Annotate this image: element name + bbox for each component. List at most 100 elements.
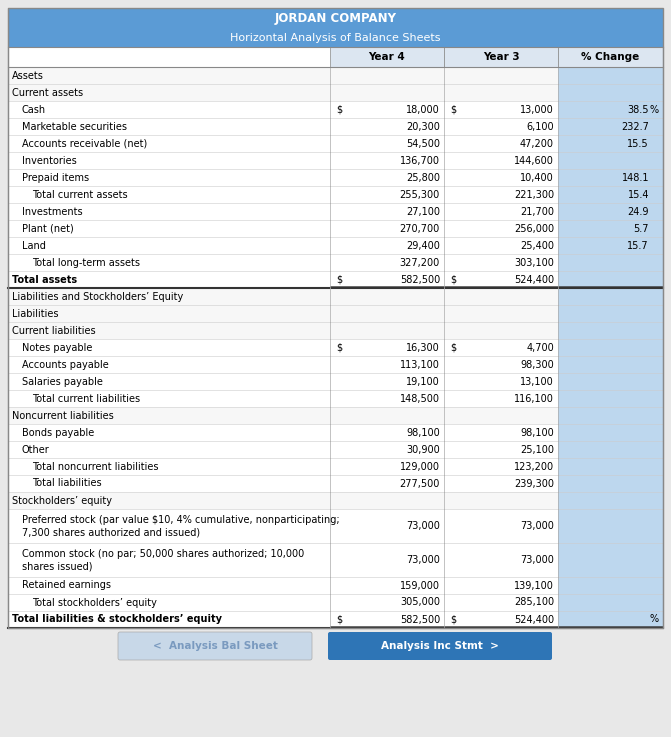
Text: 5.7: 5.7 <box>633 223 649 234</box>
Text: Year 3: Year 3 <box>482 52 519 62</box>
Text: 15.7: 15.7 <box>627 240 649 251</box>
Bar <box>558 424 663 441</box>
Bar <box>8 220 663 237</box>
Bar <box>8 29 663 47</box>
Text: $: $ <box>450 105 456 114</box>
Text: 582,500: 582,500 <box>400 274 440 284</box>
Text: 25,400: 25,400 <box>520 240 554 251</box>
Bar <box>330 47 444 67</box>
Text: $: $ <box>450 615 456 624</box>
Bar <box>8 492 663 509</box>
Bar <box>558 390 663 407</box>
Bar <box>558 186 663 203</box>
Bar <box>8 67 663 84</box>
Bar <box>8 305 663 322</box>
Text: 255,300: 255,300 <box>400 189 440 200</box>
Bar <box>8 288 663 305</box>
Bar <box>558 373 663 390</box>
Text: Prepaid items: Prepaid items <box>22 172 89 183</box>
Bar <box>558 594 663 611</box>
Text: 73,000: 73,000 <box>520 521 554 531</box>
Text: Preferred stock (par value $10, 4% cumulative, nonparticipating;
7,300 shares au: Preferred stock (par value $10, 4% cumul… <box>22 515 340 537</box>
Text: 524,400: 524,400 <box>514 274 554 284</box>
Text: 129,000: 129,000 <box>400 461 440 472</box>
Text: Year 4: Year 4 <box>368 52 405 62</box>
Text: 285,100: 285,100 <box>514 598 554 607</box>
Bar <box>558 543 663 577</box>
Text: Total current liabilities: Total current liabilities <box>32 394 140 403</box>
Text: 148,500: 148,500 <box>400 394 440 403</box>
Text: JORDAN COMPANY: JORDAN COMPANY <box>274 12 397 25</box>
Text: Liabilities: Liabilities <box>12 309 58 318</box>
Text: Land: Land <box>22 240 46 251</box>
Text: Analysis Inc Stmt  >: Analysis Inc Stmt > <box>381 641 499 651</box>
Bar <box>8 8 663 628</box>
Bar <box>8 356 663 373</box>
Text: 73,000: 73,000 <box>406 521 440 531</box>
Text: 16,300: 16,300 <box>406 343 440 352</box>
Bar <box>558 407 663 424</box>
Bar <box>8 152 663 169</box>
Text: Cash: Cash <box>22 105 46 114</box>
Text: 47,200: 47,200 <box>520 139 554 148</box>
Text: 270,700: 270,700 <box>400 223 440 234</box>
Text: 232.7: 232.7 <box>621 122 649 131</box>
FancyBboxPatch shape <box>328 632 552 660</box>
Text: Horizontal Analysis of Balance Sheets: Horizontal Analysis of Balance Sheets <box>230 33 441 43</box>
Bar <box>558 203 663 220</box>
Text: 20,300: 20,300 <box>406 122 440 131</box>
Text: 277,500: 277,500 <box>400 478 440 489</box>
Text: 29,400: 29,400 <box>406 240 440 251</box>
Bar <box>8 424 663 441</box>
Text: 10,400: 10,400 <box>520 172 554 183</box>
FancyBboxPatch shape <box>118 632 312 660</box>
Bar <box>8 577 663 594</box>
Bar <box>8 373 663 390</box>
Bar <box>558 220 663 237</box>
Text: 582,500: 582,500 <box>400 615 440 624</box>
Bar <box>558 356 663 373</box>
Bar <box>8 441 663 458</box>
Bar <box>558 135 663 152</box>
Text: 221,300: 221,300 <box>514 189 554 200</box>
Text: Total liabilities: Total liabilities <box>32 478 101 489</box>
Text: 305,000: 305,000 <box>400 598 440 607</box>
Bar <box>558 47 663 67</box>
Text: 123,200: 123,200 <box>514 461 554 472</box>
Bar <box>8 47 663 67</box>
Text: Accounts payable: Accounts payable <box>22 360 109 369</box>
Text: Retained earnings: Retained earnings <box>22 581 111 590</box>
Text: 116,100: 116,100 <box>514 394 554 403</box>
Bar <box>558 169 663 186</box>
Text: Investments: Investments <box>22 206 83 217</box>
Text: 73,000: 73,000 <box>406 555 440 565</box>
Bar <box>8 390 663 407</box>
Text: %: % <box>650 105 659 114</box>
Text: 144,600: 144,600 <box>514 156 554 166</box>
Text: 38.5: 38.5 <box>627 105 649 114</box>
Bar <box>558 339 663 356</box>
Text: Inventories: Inventories <box>22 156 76 166</box>
Text: 15.5: 15.5 <box>627 139 649 148</box>
Text: 303,100: 303,100 <box>514 257 554 268</box>
Text: Salaries payable: Salaries payable <box>22 377 103 386</box>
Bar <box>8 169 663 186</box>
Bar <box>8 271 663 288</box>
Text: 256,000: 256,000 <box>514 223 554 234</box>
Text: %: % <box>650 615 659 624</box>
Text: $: $ <box>450 343 456 352</box>
Text: Marketable securities: Marketable securities <box>22 122 127 131</box>
Text: Total stockholders’ equity: Total stockholders’ equity <box>32 598 157 607</box>
Text: 524,400: 524,400 <box>514 615 554 624</box>
Bar <box>558 254 663 271</box>
Text: $: $ <box>336 274 342 284</box>
Bar <box>558 118 663 135</box>
Bar <box>558 101 663 118</box>
Text: 159,000: 159,000 <box>400 581 440 590</box>
Bar <box>558 322 663 339</box>
Text: 54,500: 54,500 <box>406 139 440 148</box>
Bar <box>8 101 663 118</box>
Text: Notes payable: Notes payable <box>22 343 93 352</box>
Text: Total liabilities & stockholders’ equity: Total liabilities & stockholders’ equity <box>12 615 222 624</box>
Text: 18,000: 18,000 <box>406 105 440 114</box>
